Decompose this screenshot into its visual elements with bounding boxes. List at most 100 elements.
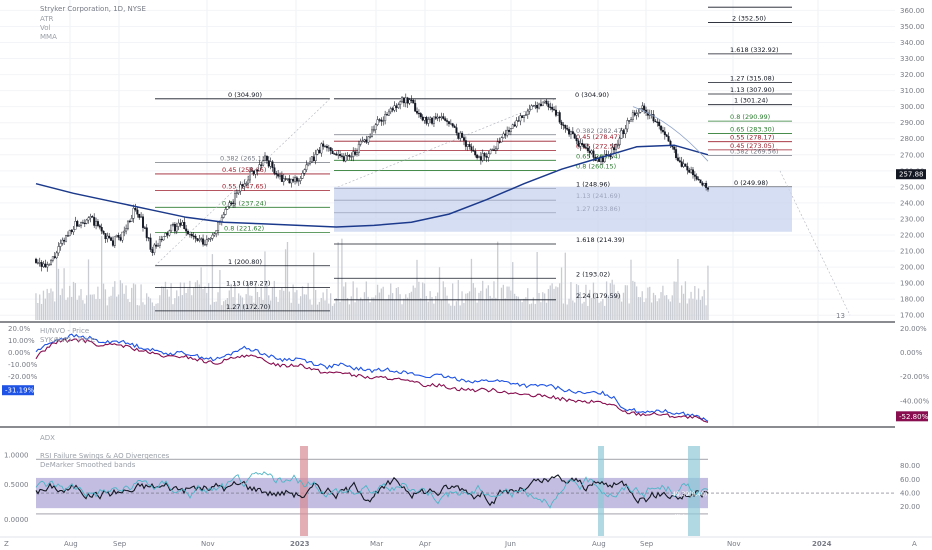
osc-legend-rsi: RSI Failure Swings & AO Divergences [40, 452, 170, 460]
candle-body [207, 238, 210, 240]
candle-body [158, 238, 161, 246]
candle-body [406, 97, 409, 104]
fib-level-label: 0.65 (266.54) [576, 152, 620, 160]
volume-bar [650, 302, 653, 320]
candle-body [147, 237, 150, 239]
candle-body [539, 103, 542, 106]
volume-bar [239, 295, 242, 320]
candle-body [701, 182, 704, 186]
candle-body [538, 103, 541, 109]
time-axis-tick: Aug [64, 540, 78, 548]
candle-body [213, 233, 216, 236]
candle-body [279, 174, 282, 177]
candle-body [421, 116, 424, 121]
candle-body [250, 170, 253, 172]
volume-bar [435, 296, 437, 320]
volume-bar [438, 267, 441, 320]
ratio-pane[interactable]: 20.00% 0.00% -20.00% -40.00% 20.0% 10.00% 0.00… [2, 323, 930, 426]
volume-bar [504, 298, 506, 320]
volume-bar [303, 294, 306, 320]
volume-bar [55, 257, 58, 320]
candle-body [707, 187, 710, 190]
volume-bar [641, 291, 643, 320]
candle-body [224, 209, 227, 215]
volume-bar [557, 287, 559, 320]
volume-bar [236, 303, 238, 320]
candle-body [157, 245, 160, 247]
candle-body [682, 163, 685, 167]
volume-bar [369, 302, 371, 320]
candle-body [485, 155, 488, 158]
ratio-axis-tick: -40.00% [900, 397, 930, 405]
ratio-last-label: -52.80% [899, 413, 929, 421]
candle-body [134, 207, 137, 211]
candle-body [305, 164, 308, 171]
fib-level-label: 1.27 (315.08) [730, 74, 774, 82]
candle-body [686, 166, 689, 171]
volume-bar [677, 259, 679, 320]
volume-bar [155, 303, 157, 320]
volume-bar [660, 292, 662, 320]
volume-bar [292, 284, 294, 320]
candle-body [624, 128, 627, 135]
price-pane[interactable]: 0 (304.90) 0.382 (265.13) 0.45 (258.06) 0.5… [0, 0, 932, 322]
candle-body [111, 240, 114, 246]
volume-bar [194, 282, 197, 320]
volume-bar [468, 291, 471, 320]
candle-body [425, 117, 428, 124]
volume-bar [144, 304, 146, 320]
volume-bar [224, 299, 227, 320]
volume-bar [78, 295, 80, 320]
candle-body [489, 149, 492, 155]
volume-bar [669, 301, 672, 320]
time-axis[interactable]: Z A Aug Sep Nov 2023 Mar Apr Jun Aug Sep Nov 2024 [0, 536, 932, 548]
candle-body [622, 130, 625, 135]
candle-body [312, 156, 315, 162]
volume-bar [703, 289, 705, 320]
candle-body [697, 178, 700, 181]
volume-bar [363, 292, 366, 320]
candle-body [348, 155, 351, 157]
candle-body [661, 130, 664, 132]
candle-body [635, 113, 638, 116]
fib-level-label: 1 (301.24) [734, 97, 768, 105]
volume-bar [378, 292, 381, 320]
candle-body [395, 105, 398, 108]
volume-bar [686, 303, 688, 320]
volume-bar [142, 302, 144, 320]
oscillator-pane[interactable]: 49.39(0.49) Bullish 80.00 60.00 40.00 20.00 1… [4, 434, 920, 536]
candle-body [626, 120, 629, 130]
candle-body [491, 149, 494, 151]
corner-z-label[interactable]: Z [4, 540, 9, 548]
volume-bar [697, 288, 700, 320]
candle-body [532, 105, 535, 107]
volume-bar [279, 289, 281, 320]
candle-body [65, 235, 68, 242]
volume-bar [99, 298, 101, 320]
volume-bar [592, 282, 595, 320]
candle-body [175, 226, 178, 232]
candle-body [365, 139, 368, 143]
candle-body [371, 129, 374, 137]
candle-body [455, 127, 458, 134]
volume-bar [147, 296, 150, 320]
volume-bar [301, 286, 304, 320]
candle-body [508, 129, 511, 132]
fib-level-label: 0.382 (282.47) [576, 127, 625, 135]
volume-bar [570, 282, 572, 320]
corner-a-label[interactable]: A [912, 540, 917, 548]
volume-bar [497, 241, 499, 320]
volume-bar [579, 292, 581, 320]
volume-bar [472, 283, 474, 320]
volume-bar [264, 251, 266, 320]
candle-body [558, 112, 561, 123]
candle-body [658, 121, 661, 127]
volume-bar [46, 288, 48, 320]
volume-bar [397, 287, 399, 320]
volume-bar [247, 282, 249, 320]
volume-bar [42, 290, 45, 320]
candle-body [235, 192, 238, 194]
volume-bar [470, 258, 473, 320]
candle-body [477, 156, 480, 159]
